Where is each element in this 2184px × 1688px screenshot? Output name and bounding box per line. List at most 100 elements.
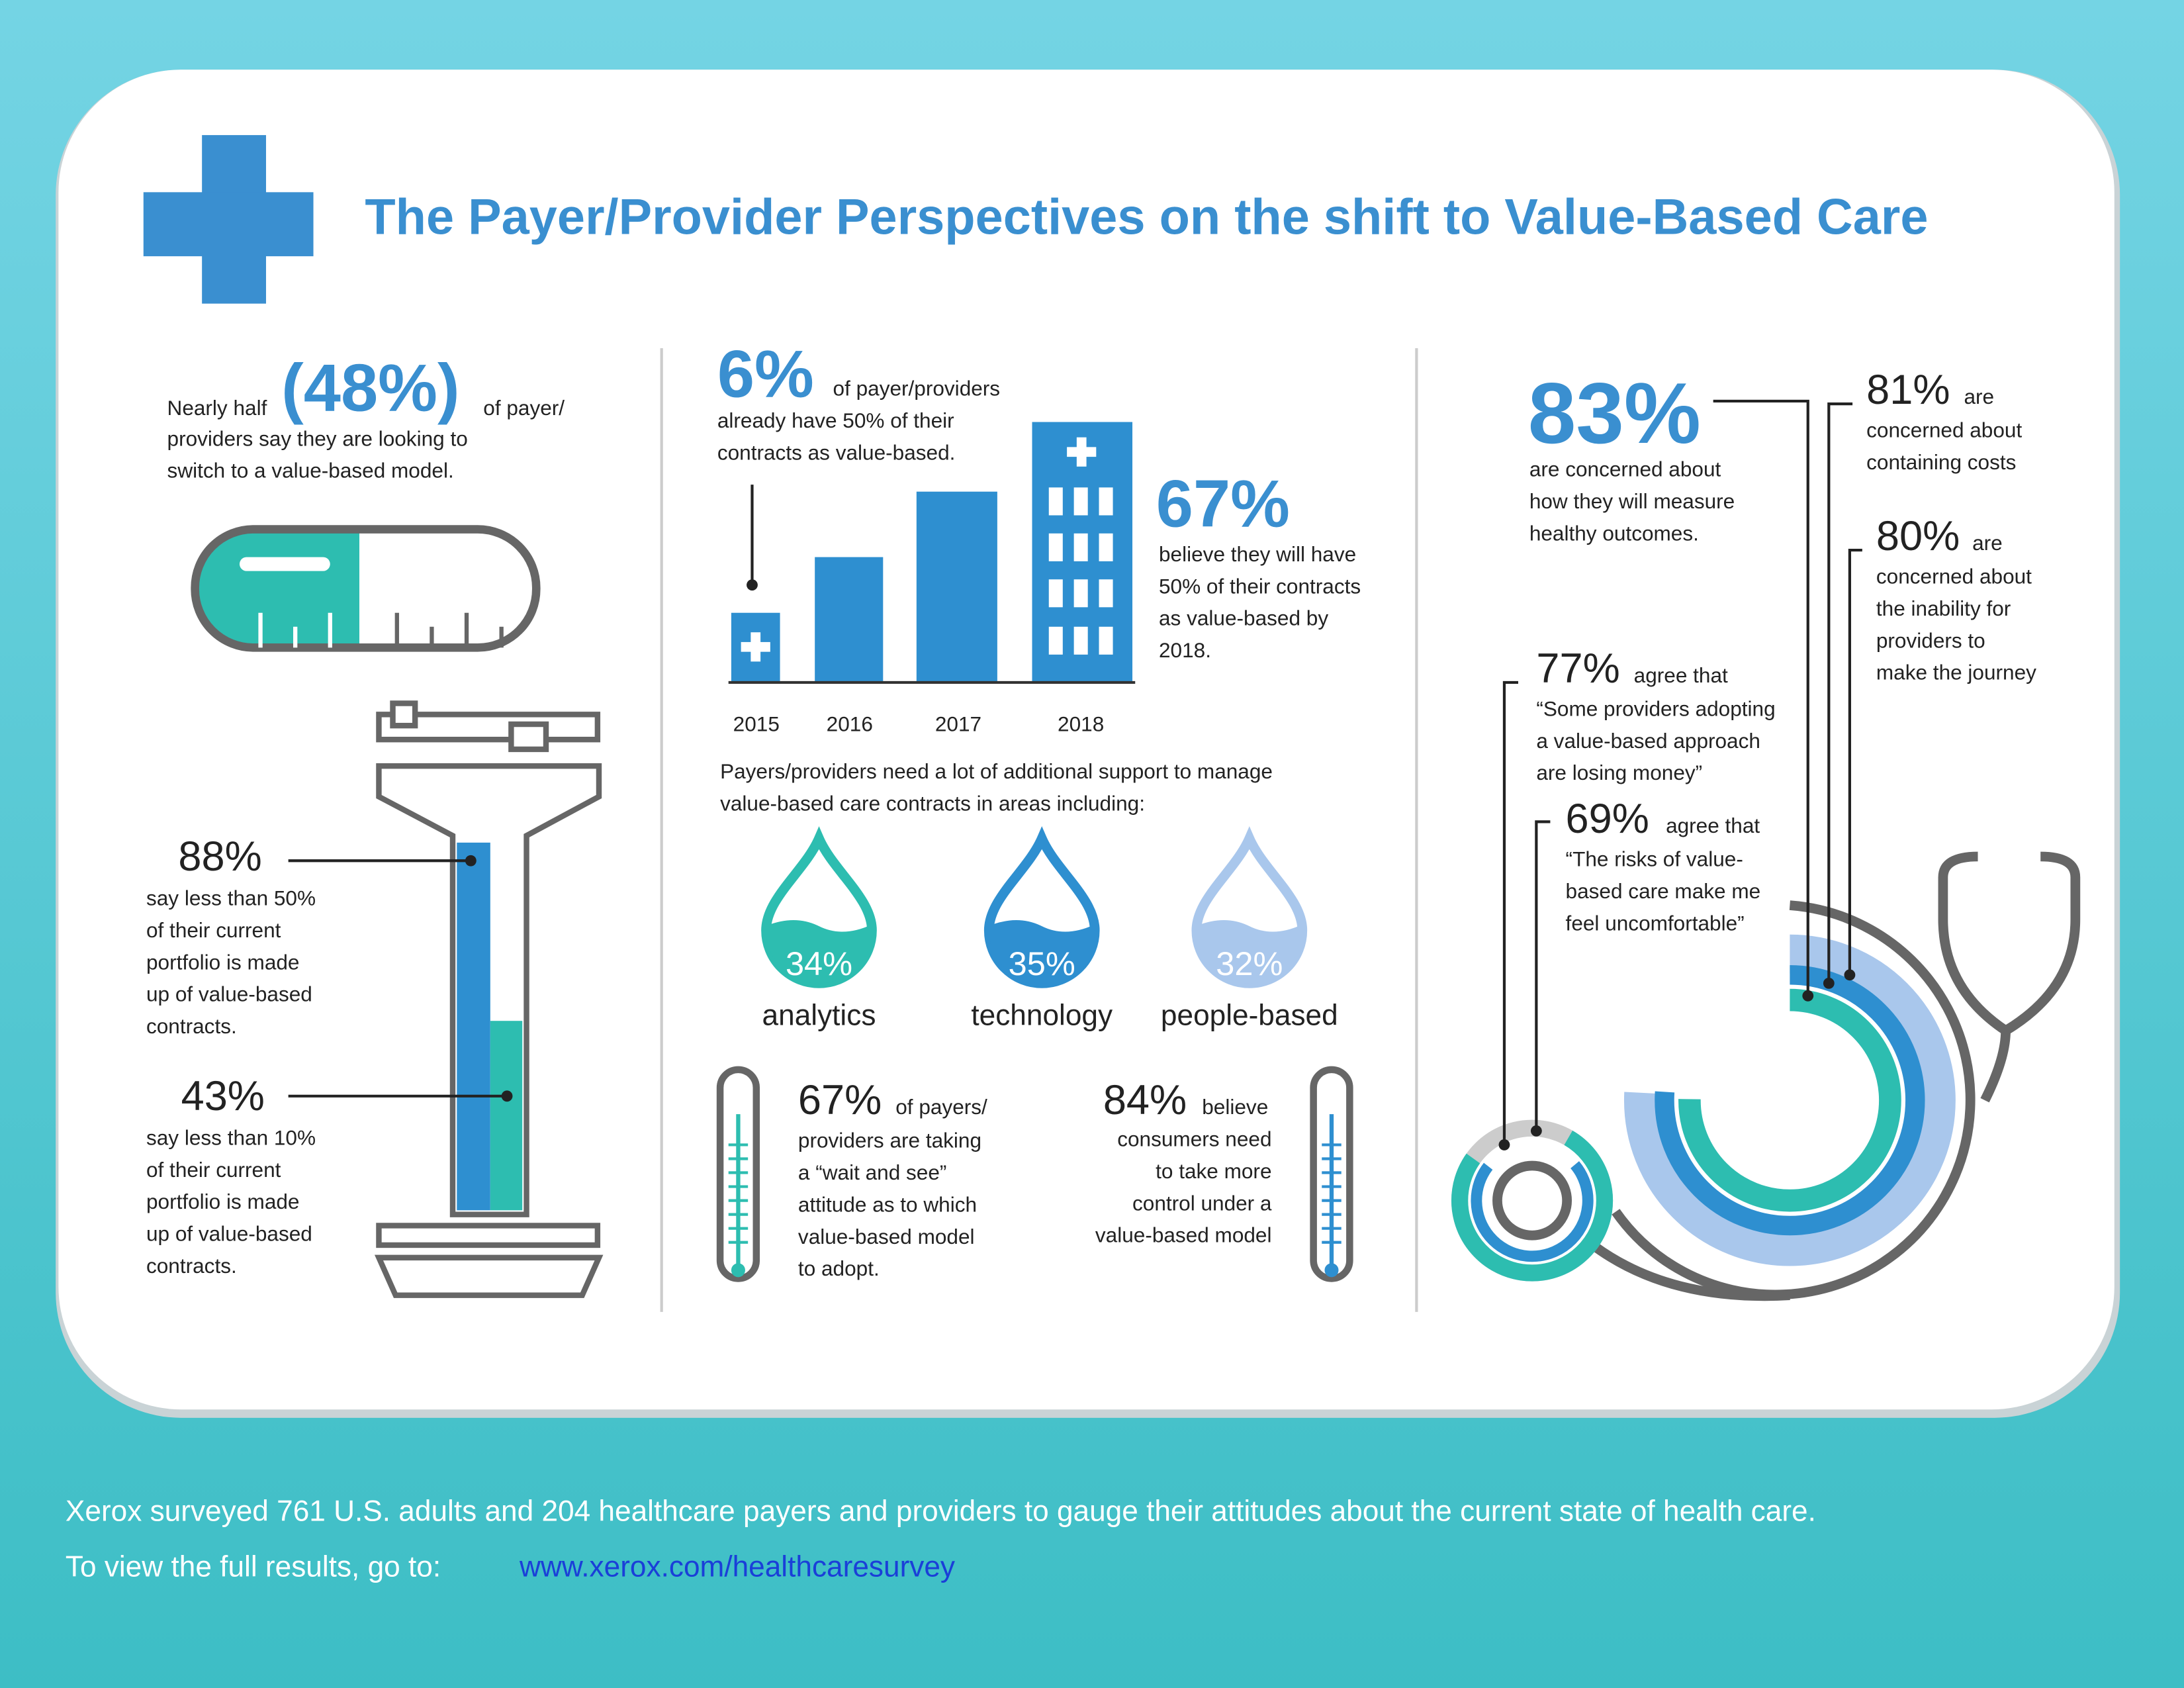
body-text: make the journey (1876, 661, 2036, 684)
body-text: Nearly half (167, 396, 267, 420)
body-text: of their current (146, 1158, 281, 1182)
shape (1498, 1139, 1510, 1150)
big-stat: 67% (1156, 467, 1290, 541)
drop-label: analytics (762, 1000, 876, 1032)
body-text: a “wait and see” (798, 1160, 946, 1184)
body-text: concerned about (1866, 418, 2022, 442)
shape (1067, 447, 1097, 457)
shape (1073, 626, 1088, 655)
shape (1048, 579, 1063, 608)
body-text: agree that (1634, 663, 1728, 687)
shape (1048, 533, 1063, 561)
body-text: providers are taking (798, 1129, 981, 1152)
body-text: of payer/ (483, 396, 565, 420)
shape (239, 557, 330, 571)
body-text: providers to (1876, 628, 1985, 652)
body-text: of their current (146, 918, 281, 942)
connector (288, 859, 508, 1098)
shape (1048, 626, 1063, 655)
stat-value: 69% (1566, 796, 1649, 842)
stat-value: 77% (1536, 645, 1619, 692)
body-text: portfolio is made (146, 1190, 300, 1213)
shape (394, 612, 504, 648)
shape (1678, 988, 1901, 1212)
body-text: how they will measure (1529, 489, 1735, 513)
body-text: believe they will have (1159, 542, 1356, 566)
body-text: attitude as to which (798, 1192, 977, 1216)
title: The Payer/Provider Perspectives on the s… (365, 189, 1928, 245)
connector-dot (1498, 969, 1856, 1150)
shape (1535, 820, 1551, 1131)
shape (1827, 402, 1853, 984)
body-text: believe (1202, 1095, 1268, 1119)
shape (1844, 969, 1856, 981)
body-text: to adopt. (798, 1256, 880, 1280)
shape (1713, 399, 1809, 996)
body-text: a value-based approach (1536, 729, 1760, 753)
year-label: 2017 (935, 712, 981, 736)
year-label: 2018 (1058, 712, 1104, 736)
body-text: are (1964, 385, 1994, 408)
shape (490, 1021, 523, 1211)
shape (1823, 977, 1835, 989)
connector-dot (501, 1090, 513, 1102)
thermometer-bulb (731, 1263, 745, 1278)
connector (1502, 399, 1862, 1145)
body-text: Payers/providers need a lot of additiona… (720, 759, 1273, 783)
shape (1099, 579, 1113, 608)
body-text: 50% of their contracts (1159, 574, 1361, 598)
shape (741, 437, 1113, 662)
building-chart (728, 422, 1136, 684)
body-text: providers say they are looking to (167, 426, 468, 450)
body-text: containing costs (1866, 450, 2016, 474)
shape (1938, 851, 2009, 1035)
shape (1073, 579, 1088, 608)
big-stat: 83% (1528, 365, 1701, 461)
body-text: as value-based by (1159, 606, 1328, 630)
big-stat: 6% (717, 338, 814, 412)
body-text: are losing money” (1536, 761, 1702, 784)
shape (508, 721, 549, 753)
connector-dot (747, 579, 758, 591)
shape (390, 700, 418, 729)
body-text: contracts as value-based. (717, 440, 956, 464)
shape (1471, 1139, 1594, 1262)
body-text: control under a (1132, 1191, 1272, 1215)
shape (815, 557, 884, 682)
stat-value: 88% (178, 833, 261, 880)
body-text: of payers/ (895, 1095, 987, 1119)
shape (1592, 1243, 1790, 1301)
shape (1073, 533, 1088, 561)
body-text: already have 50% of their (717, 408, 954, 432)
shape (1099, 487, 1113, 516)
body-text: contracts. (146, 1014, 237, 1038)
shape (1655, 965, 1925, 1236)
footer-link[interactable]: www.xerox.com/healthcaresurvey (519, 1551, 955, 1583)
year-label: 2015 (733, 712, 780, 736)
shape (1073, 487, 1088, 516)
footer-text: Xerox surveyed 761 U.S. adults and 204 h… (66, 1495, 1816, 1528)
body-text: based care make me (1566, 879, 1761, 903)
shape (191, 525, 541, 652)
shape (374, 1254, 604, 1298)
stat-value: 84% (1103, 1077, 1187, 1123)
body-text: concerned about (1876, 565, 2032, 588)
drop-label: people-based (1161, 1000, 1338, 1032)
body-text: feel uncomfortable” (1566, 911, 1745, 935)
body-text: the inability for (1876, 596, 2011, 620)
body-text: value-based care contracts in areas incl… (720, 792, 1145, 816)
shape (1802, 990, 1814, 1002)
shape (457, 842, 490, 1211)
shape (376, 1223, 601, 1248)
body-text: say less than 50% (146, 886, 316, 910)
shape (1502, 680, 1519, 1145)
thermometer-bulb (1324, 1263, 1339, 1278)
body-text: up of value-based (146, 1222, 312, 1246)
shape (1099, 626, 1113, 655)
scale-icon (374, 700, 604, 1298)
body-text: switch to a value-based model. (167, 459, 454, 483)
stat-value: 43% (181, 1073, 265, 1119)
stat-value: 67% (798, 1077, 882, 1123)
body-text: to take more (1156, 1159, 1271, 1183)
